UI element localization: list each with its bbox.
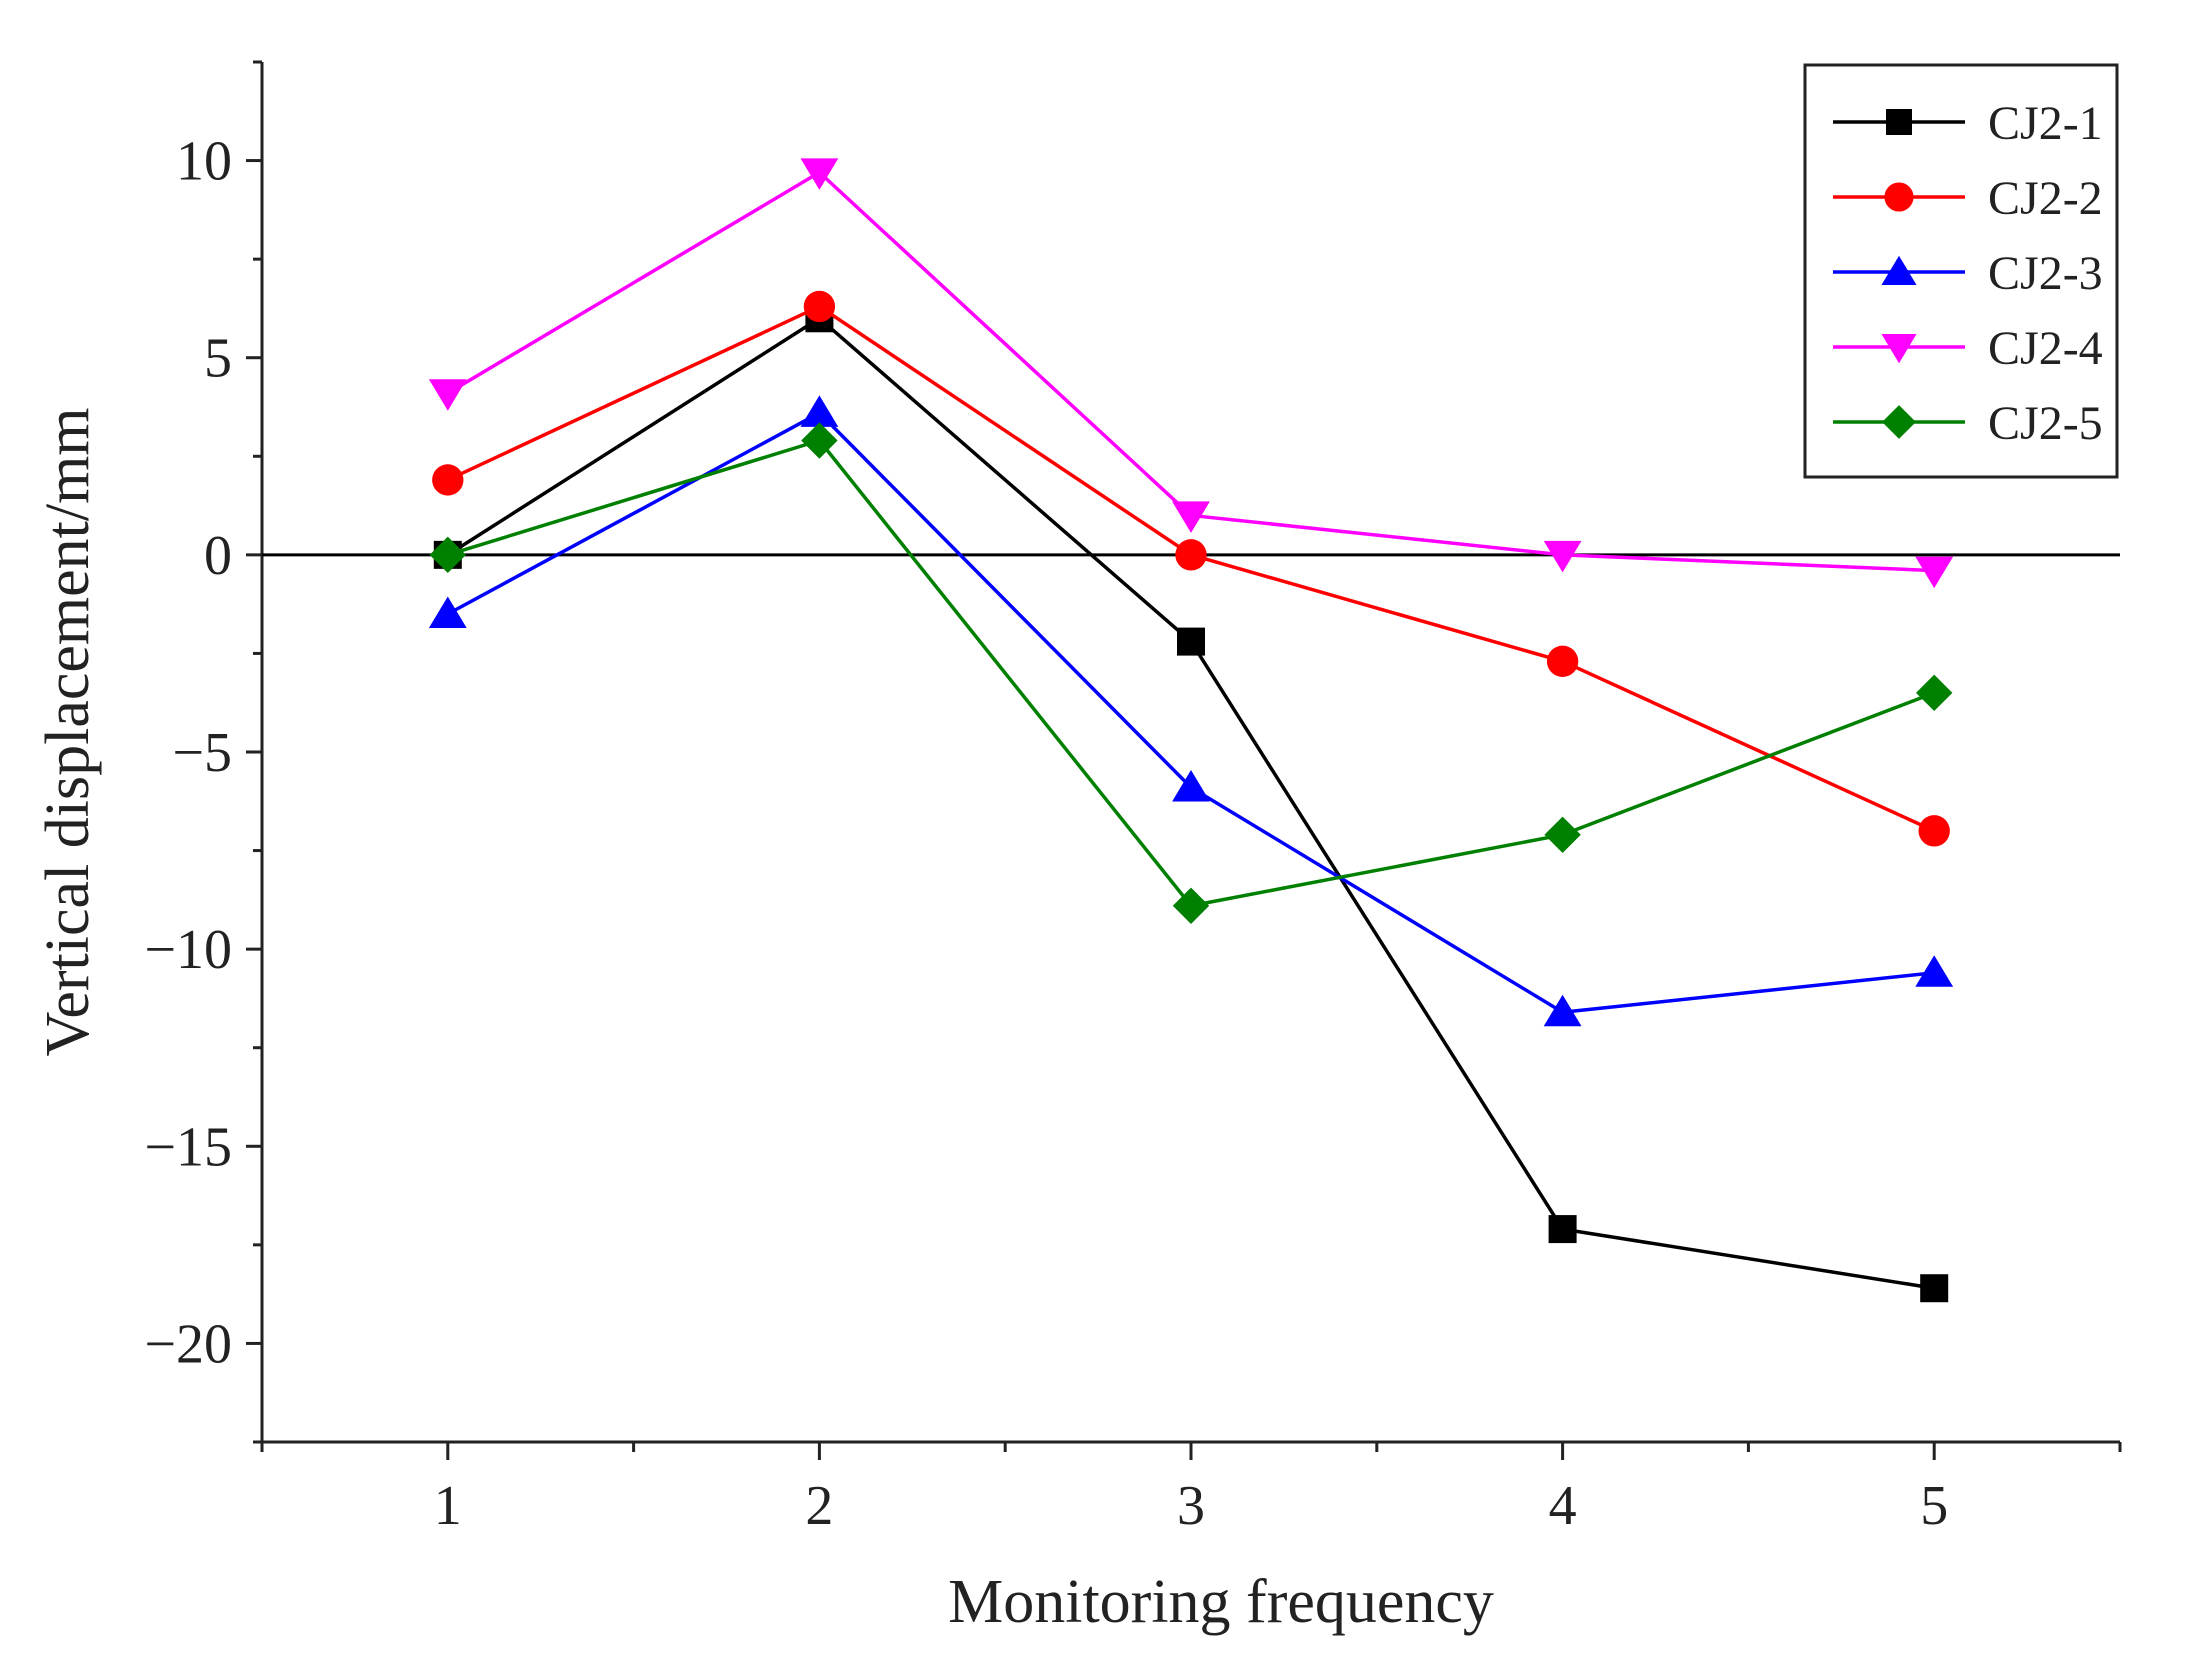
x-tick-label: 4: [1549, 1475, 1577, 1537]
y-tick-label: −10: [144, 919, 232, 981]
data-point: [1916, 674, 1953, 712]
data-point: [428, 596, 467, 628]
series-cj2-5: [429, 422, 1953, 924]
data-point: [1177, 627, 1205, 656]
series-cj2-2: [432, 290, 1950, 847]
data-point: [1175, 539, 1207, 571]
data-point: [428, 379, 467, 411]
data-point: [1546, 645, 1579, 677]
legend-label: CJ2-2: [1988, 172, 2103, 225]
data-point: [432, 464, 464, 496]
x-tick-label: 1: [434, 1475, 462, 1537]
data-point: [800, 158, 839, 190]
legend-marker: [1881, 334, 1917, 364]
data-point: [800, 395, 839, 427]
legend-marker: [1881, 255, 1917, 285]
legend-item: CJ2-1: [1833, 97, 2103, 150]
legend-label: CJ2-1: [1988, 97, 2103, 150]
data-point: [803, 290, 836, 323]
data-point: [1544, 816, 1581, 853]
data-point: [1543, 540, 1582, 573]
legend-marker: [1884, 182, 1914, 212]
data-point: [1172, 769, 1210, 802]
series-cj2-1: [433, 304, 1949, 1303]
legend-label: CJ2-5: [1988, 397, 2103, 450]
data-point: [1172, 501, 1210, 533]
y-tick-label: −20: [144, 1313, 232, 1375]
y-tick-label: 5: [204, 328, 232, 390]
y-tick-label: −15: [144, 1116, 232, 1178]
data-point: [1920, 1274, 1949, 1303]
data-point: [1548, 1215, 1577, 1244]
axes: 10 5 0 −5 −10 −15 −20 1 2 3 4 5: [144, 60, 2122, 1537]
data-point: [1918, 815, 1950, 847]
legend-label: CJ2-3: [1988, 247, 2103, 300]
legend-item: CJ2-2: [1833, 172, 2103, 225]
series-line: [446, 316, 1935, 1290]
x-tick-label: 3: [1177, 1475, 1205, 1537]
legend-marker: [1886, 109, 1912, 135]
data-point: [1172, 887, 1210, 924]
legend-item: CJ2-5: [1833, 397, 2103, 450]
x-tick-label: 2: [805, 1475, 833, 1537]
x-axis-title: Monitoring frequency: [948, 1568, 1494, 1636]
data-point: [1915, 556, 1954, 589]
series-layer: [428, 158, 1954, 1303]
y-tick-label: −5: [172, 722, 232, 784]
data-point: [1915, 955, 1954, 987]
legend: CJ2-1 CJ2-2 CJ2-3 CJ2-4 CJ2-5: [1803, 63, 2119, 479]
series-cj2-4: [428, 158, 1954, 589]
legend-marker: [1882, 405, 1916, 439]
y-tick-label: 10: [176, 131, 232, 193]
y-axis-title: Vertical displacement/mm: [34, 407, 102, 1056]
legend-label: CJ2-4: [1988, 322, 2103, 375]
data-point: [801, 422, 838, 459]
legend-item: CJ2-4: [1833, 322, 2103, 375]
y-tick-label: 0: [204, 525, 232, 587]
data-point: [1543, 994, 1582, 1027]
data-point: [429, 536, 466, 574]
legend-item: CJ2-3: [1833, 247, 2103, 300]
x-tick-label: 5: [1920, 1475, 1948, 1537]
